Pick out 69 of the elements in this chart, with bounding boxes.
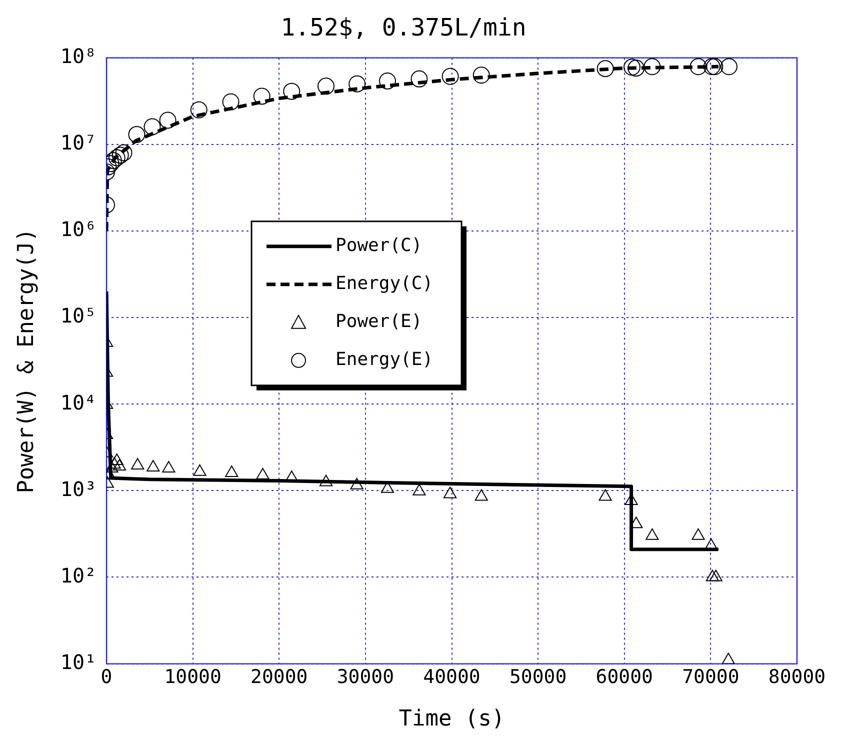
point — [159, 112, 176, 129]
point — [131, 458, 144, 470]
point — [720, 58, 738, 76]
point — [253, 88, 270, 105]
point — [350, 478, 364, 490]
point — [108, 457, 121, 469]
point — [144, 118, 161, 136]
point — [412, 484, 426, 496]
y-tick-label: 10⁶ — [60, 217, 97, 242]
legend-label: Energy(C) — [336, 273, 434, 294]
x-tick-label: 60000 — [596, 666, 653, 688]
x-tick-label: 30000 — [336, 666, 394, 688]
point — [190, 101, 208, 118]
point — [193, 464, 206, 476]
y-tick-label: 10³ — [60, 476, 97, 501]
point — [378, 72, 396, 90]
point — [722, 652, 735, 664]
point — [225, 465, 238, 477]
point — [318, 78, 335, 95]
x-tick-label: 20000 — [250, 666, 308, 688]
point — [110, 454, 124, 466]
point — [690, 58, 707, 76]
y-axis-title: Power(W) & Energy(J) — [14, 228, 39, 494]
y-tick-label: 10² — [60, 563, 97, 588]
point — [319, 474, 333, 486]
point — [146, 460, 160, 472]
point — [706, 58, 724, 76]
point — [256, 468, 270, 480]
point — [704, 538, 718, 550]
point — [222, 93, 240, 110]
point — [706, 570, 719, 582]
legend-label: Power(C) — [336, 235, 422, 256]
point — [128, 126, 146, 144]
point — [283, 82, 300, 100]
point — [443, 486, 457, 498]
point — [115, 144, 132, 162]
point — [112, 146, 129, 164]
x-tick-label: 70000 — [682, 666, 740, 688]
point — [703, 58, 720, 76]
point — [628, 60, 645, 77]
x-tick-label: 40000 — [423, 666, 480, 688]
point — [598, 489, 612, 501]
y-tick-label: 10⁴ — [60, 390, 97, 414]
x-tick-label: 80000 — [768, 666, 826, 688]
point — [108, 149, 126, 166]
chart-title: 1.52$, 0.375L/min — [280, 14, 526, 42]
legend-label: Energy(E) — [336, 349, 434, 370]
point — [442, 68, 459, 85]
x-tick-label: 50000 — [509, 666, 567, 688]
y-tick-label: 10⁷ — [60, 130, 97, 155]
point — [474, 489, 488, 501]
y-tick-label: 10¹ — [60, 650, 97, 674]
point — [644, 58, 661, 76]
point — [692, 528, 705, 540]
point — [162, 461, 176, 473]
y-tick-label: 10⁸ — [60, 44, 97, 68]
point — [472, 66, 490, 84]
x-tick-label: 10000 — [164, 666, 222, 688]
point — [596, 60, 614, 78]
legend-label: Power(E) — [336, 311, 422, 332]
point — [623, 58, 640, 76]
x-tick-label: 0 — [100, 666, 112, 688]
x-axis-title: Time (s) — [398, 706, 505, 732]
point — [112, 459, 126, 471]
point — [646, 528, 659, 540]
point — [709, 570, 722, 582]
y-tick-label: 10⁵ — [60, 304, 97, 328]
point — [410, 70, 428, 88]
point — [348, 75, 366, 92]
